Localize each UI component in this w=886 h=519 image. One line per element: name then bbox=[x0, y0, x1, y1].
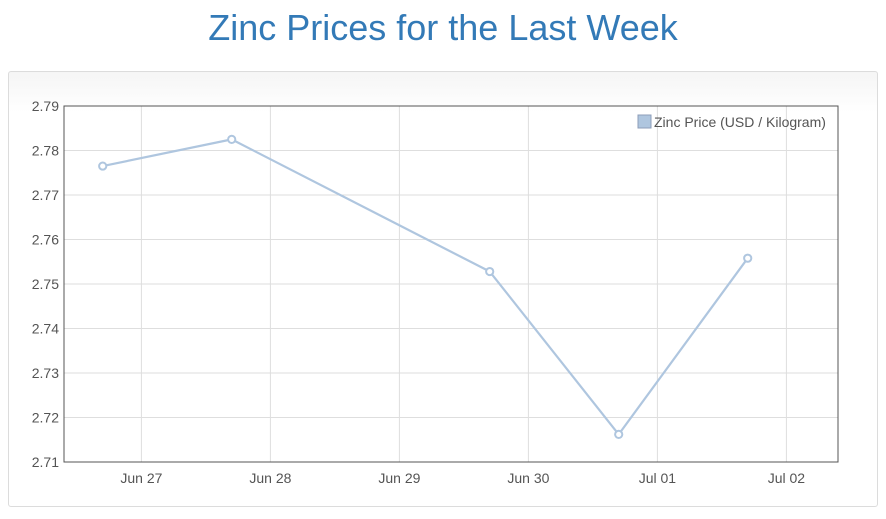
data-point bbox=[227, 134, 237, 144]
x-tick-label: Jul 01 bbox=[639, 470, 677, 486]
series-line bbox=[102, 138, 749, 436]
chart-panel: 2.71 2.72 2.73 2.74 2.75 2.76 2.77 2.78 2.79 Jun … bbox=[8, 71, 878, 507]
y-tick-label: 2.76 bbox=[32, 232, 59, 248]
y-tick-label: 2.75 bbox=[32, 276, 59, 292]
data-point bbox=[98, 161, 108, 171]
y-tick-label: 2.78 bbox=[32, 143, 59, 159]
page-title: Zinc Prices for the Last Week bbox=[208, 7, 678, 48]
legend: Zinc Price (USD / Kilogram) bbox=[637, 114, 826, 130]
data-point bbox=[743, 253, 753, 263]
plot-border bbox=[63, 105, 839, 463]
grid bbox=[64, 105, 838, 463]
series-layer bbox=[98, 134, 753, 440]
y-tick-label: 2.79 bbox=[32, 98, 59, 114]
x-tick-label: Jun 29 bbox=[378, 470, 420, 486]
x-tick-label: Jun 30 bbox=[507, 470, 549, 486]
legend-swatch bbox=[637, 114, 652, 129]
line-chart: 2.71 2.72 2.73 2.74 2.75 2.76 2.77 2.78 2.79 Jun … bbox=[32, 98, 839, 486]
x-tick-label: Jun 27 bbox=[120, 470, 162, 486]
x-tick-label: Jul 02 bbox=[768, 470, 806, 486]
data-point bbox=[614, 429, 624, 440]
legend-label: Zinc Price (USD / Kilogram) bbox=[654, 114, 826, 130]
data-point bbox=[485, 266, 495, 277]
y-tick-label: 2.71 bbox=[32, 454, 59, 470]
y-tick-label: 2.74 bbox=[32, 321, 59, 337]
x-tick-label: Jun 28 bbox=[249, 470, 291, 486]
axes: 2.71 2.72 2.73 2.74 2.75 2.76 2.77 2.78 2.79 Jun … bbox=[32, 98, 839, 486]
y-tick-label: 2.72 bbox=[32, 410, 59, 426]
y-tick-label: 2.73 bbox=[32, 365, 59, 381]
y-tick-label: 2.77 bbox=[32, 187, 59, 203]
